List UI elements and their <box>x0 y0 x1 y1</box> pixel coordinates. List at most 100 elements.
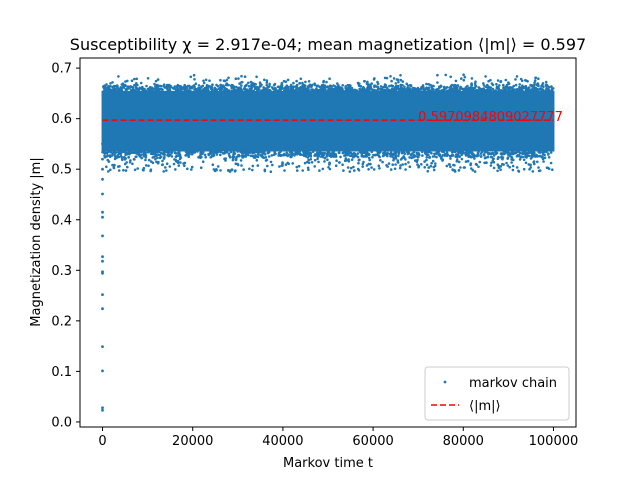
data-point <box>547 85 551 89</box>
data-point <box>256 155 260 159</box>
data-point <box>282 152 286 156</box>
data-point <box>269 160 273 164</box>
data-point <box>157 87 161 91</box>
data-point <box>497 88 501 92</box>
data-point <box>462 78 466 82</box>
data-point <box>303 161 307 165</box>
data-point <box>332 84 335 87</box>
data-point <box>258 151 262 154</box>
data-point <box>344 154 347 157</box>
data-point <box>406 150 410 153</box>
data-point <box>283 89 286 92</box>
data-point <box>139 153 143 157</box>
data-point <box>255 75 258 79</box>
data-point <box>512 88 515 92</box>
data-point <box>514 78 517 81</box>
data-point <box>481 150 484 153</box>
data-point <box>466 160 470 163</box>
data-point <box>398 166 402 170</box>
data-point <box>357 169 361 172</box>
data-point <box>184 154 187 157</box>
data-point <box>522 167 526 171</box>
data-point <box>545 150 548 154</box>
data-point <box>425 156 429 159</box>
burn-in-point <box>101 255 104 259</box>
data-point <box>451 153 454 156</box>
data-point <box>445 164 449 168</box>
data-point <box>467 86 471 90</box>
data-point <box>498 84 501 87</box>
markov-chain-points <box>101 73 555 412</box>
data-point <box>505 83 509 87</box>
data-point <box>177 164 181 167</box>
data-point <box>325 85 328 89</box>
data-point <box>547 153 550 156</box>
data-point <box>274 152 277 156</box>
data-point <box>328 77 331 80</box>
data-point <box>449 165 452 169</box>
data-point <box>417 155 420 159</box>
data-point <box>345 159 348 162</box>
data-point <box>508 154 512 158</box>
data-point <box>507 153 510 156</box>
y-tick-label: 0.6 <box>51 112 72 127</box>
data-point <box>499 165 503 168</box>
data-point <box>476 153 479 157</box>
burn-in-point <box>101 293 104 296</box>
data-point <box>330 85 333 88</box>
data-point <box>377 164 381 168</box>
data-point <box>112 84 116 88</box>
data-point <box>113 163 116 167</box>
data-point <box>239 159 243 162</box>
legend-label-mean: ⟨|m|⟩ <box>469 399 501 414</box>
data-point <box>301 81 304 85</box>
data-point <box>452 150 455 153</box>
data-point <box>126 79 129 83</box>
data-point <box>380 87 384 91</box>
data-point <box>170 155 174 158</box>
data-point <box>138 151 141 154</box>
data-point <box>337 84 340 87</box>
data-point <box>516 87 519 91</box>
data-point <box>524 161 528 165</box>
data-point <box>449 157 452 160</box>
data-point <box>347 158 350 161</box>
data-point <box>106 154 110 158</box>
y-tick-label: 0.1 <box>51 365 72 380</box>
data-point <box>265 81 269 84</box>
data-point <box>117 75 120 78</box>
data-point <box>463 75 467 79</box>
data-point <box>510 158 513 161</box>
data-point <box>331 87 334 90</box>
data-point <box>458 87 462 90</box>
data-point <box>278 85 281 89</box>
data-point <box>423 160 426 163</box>
data-point <box>252 89 255 93</box>
data-point <box>106 158 110 162</box>
data-point <box>399 78 403 82</box>
data-point <box>236 150 239 153</box>
data-point <box>134 151 138 154</box>
data-point <box>298 81 302 85</box>
data-point <box>246 152 250 156</box>
data-point <box>328 167 332 171</box>
data-point <box>353 152 356 156</box>
data-point <box>307 80 311 83</box>
data-point <box>225 83 229 87</box>
data-point <box>236 163 240 167</box>
y-tick-label: 0.0 <box>51 415 72 430</box>
data-point <box>295 165 299 169</box>
data-point <box>163 153 166 156</box>
data-point <box>248 167 251 171</box>
data-point <box>286 161 290 165</box>
data-point <box>322 79 326 83</box>
data-point <box>297 164 301 168</box>
plot-frame <box>79 57 577 428</box>
data-point <box>274 87 277 90</box>
data-point <box>538 154 541 158</box>
data-point <box>144 89 148 93</box>
data-point <box>139 81 143 85</box>
data-point <box>323 156 327 160</box>
data-point <box>436 73 439 77</box>
data-point <box>549 161 553 165</box>
